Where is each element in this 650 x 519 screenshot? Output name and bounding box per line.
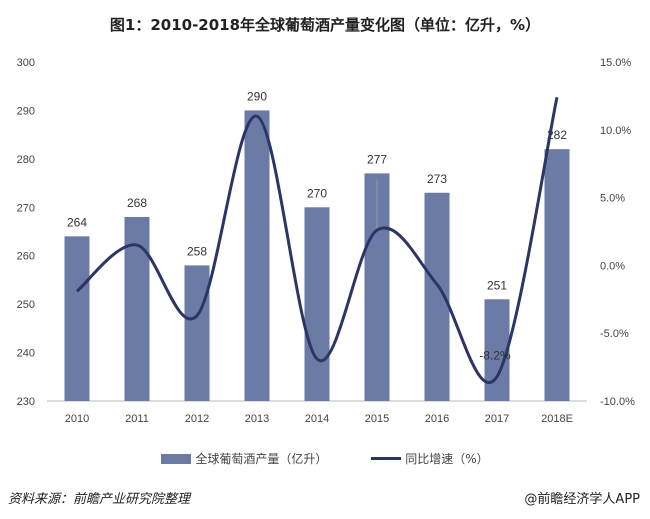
left-tick-label: 240 <box>17 348 35 360</box>
bar-data-label: 258 <box>187 244 207 258</box>
x-tick-label: 2014 <box>305 413 329 425</box>
left-tick-label: 290 <box>17 105 35 117</box>
left-tick-label: 280 <box>17 154 35 166</box>
x-tick-label: 2017 <box>485 413 509 425</box>
left-tick-label: 300 <box>17 57 35 69</box>
legend-bar-swatch <box>161 453 192 464</box>
bar-2018E <box>544 149 570 401</box>
bar-2014 <box>304 207 330 401</box>
x-tick-label: 2018E <box>541 413 573 425</box>
bar-data-label: 270 <box>307 186 327 200</box>
legend-line-swatch <box>371 457 402 460</box>
right-tick-label: 15.0% <box>600 57 631 69</box>
bar-2013 <box>244 110 270 401</box>
bar-2010 <box>64 236 90 401</box>
bar-2012 <box>184 265 210 401</box>
left-tick-label: 260 <box>17 251 35 263</box>
bar-data-label: 273 <box>427 172 447 186</box>
x-tick-label: 2012 <box>185 413 209 425</box>
x-tick-label: 2016 <box>425 413 449 425</box>
right-tick-label: -10.0% <box>600 396 635 408</box>
chart-title: 图1：2010-2018年全球葡萄酒产量变化图（单位：亿升，%） <box>109 16 541 34</box>
bar-data-label: 268 <box>127 196 147 210</box>
right-tick-label: 0.0% <box>600 260 625 272</box>
bar-2011 <box>124 216 150 401</box>
bar-data-label: 290 <box>247 89 267 103</box>
legend: 全球葡萄酒产量（亿升） 同比增速（%） <box>0 450 650 467</box>
growth-line <box>76 96 559 385</box>
legend-line-label: 同比增速（%） <box>405 452 489 466</box>
x-tick-label: 2015 <box>365 413 389 425</box>
brand-credit: @前瞻经济学人APP <box>524 492 640 507</box>
right-tick-label: 10.0% <box>600 125 631 137</box>
bar-data-label: 277 <box>367 152 387 166</box>
chart-plot: 230 240 250 260 270 280 290 300 -10.0% -5.0% 0.0% 5… <box>17 57 635 425</box>
growth-annotation: -8.2% <box>479 349 511 363</box>
left-tick-label: 230 <box>17 396 35 408</box>
left-tick-label: 270 <box>17 202 35 214</box>
x-tick-label: 2011 <box>125 413 149 425</box>
right-tick-label: -5.0% <box>600 328 629 340</box>
right-tick-label: 5.0% <box>600 193 625 205</box>
x-tick-label: 2010 <box>65 413 89 425</box>
source-note: 资料来源：前瞻产业研究院整理 <box>8 492 191 507</box>
legend-bar-label: 全球葡萄酒产量（亿升） <box>195 452 328 466</box>
bar-data-label: 282 <box>547 128 567 142</box>
bar-data-label: 251 <box>487 278 507 292</box>
left-tick-label: 250 <box>17 299 35 311</box>
bar-data-label: 264 <box>67 215 87 229</box>
x-tick-label: 2013 <box>245 413 269 425</box>
